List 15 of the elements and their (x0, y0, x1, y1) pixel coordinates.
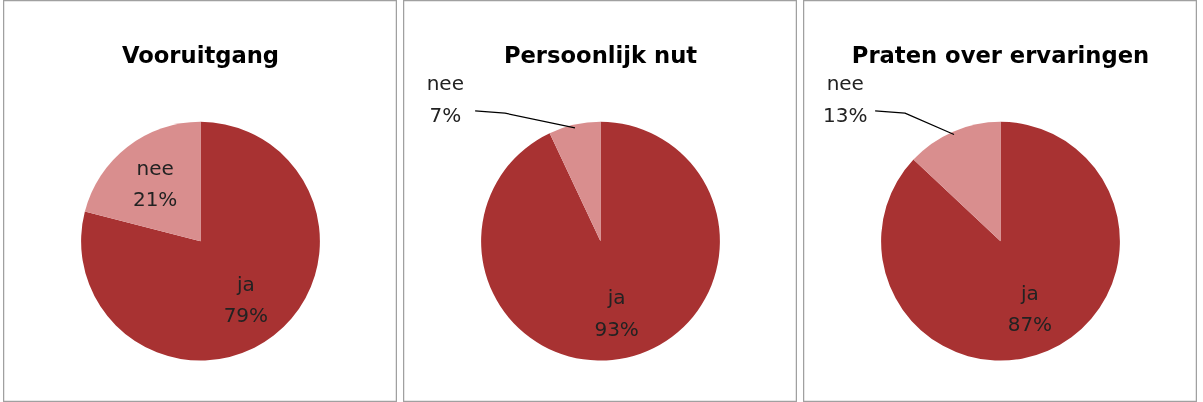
data-label: 87% (1007, 312, 1053, 337)
slice-label: ja (606, 285, 626, 310)
slice-label: nee (136, 155, 174, 180)
slice-label: nee (426, 71, 464, 96)
data-label: 79% (223, 302, 269, 327)
slice-label: ja (235, 271, 255, 296)
slice-label: ja (1019, 281, 1039, 306)
data-label: 13% (823, 102, 868, 127)
data-label: 21% (132, 186, 178, 211)
data-label: 93% (594, 316, 639, 341)
data-label: 7% (429, 102, 462, 127)
slice-label: nee (826, 71, 864, 96)
chart-title: Vooruitgang (121, 42, 280, 69)
chart-title: Praten over ervaringen (851, 42, 1150, 69)
chart-title: Persoonlijk nut (503, 42, 698, 69)
